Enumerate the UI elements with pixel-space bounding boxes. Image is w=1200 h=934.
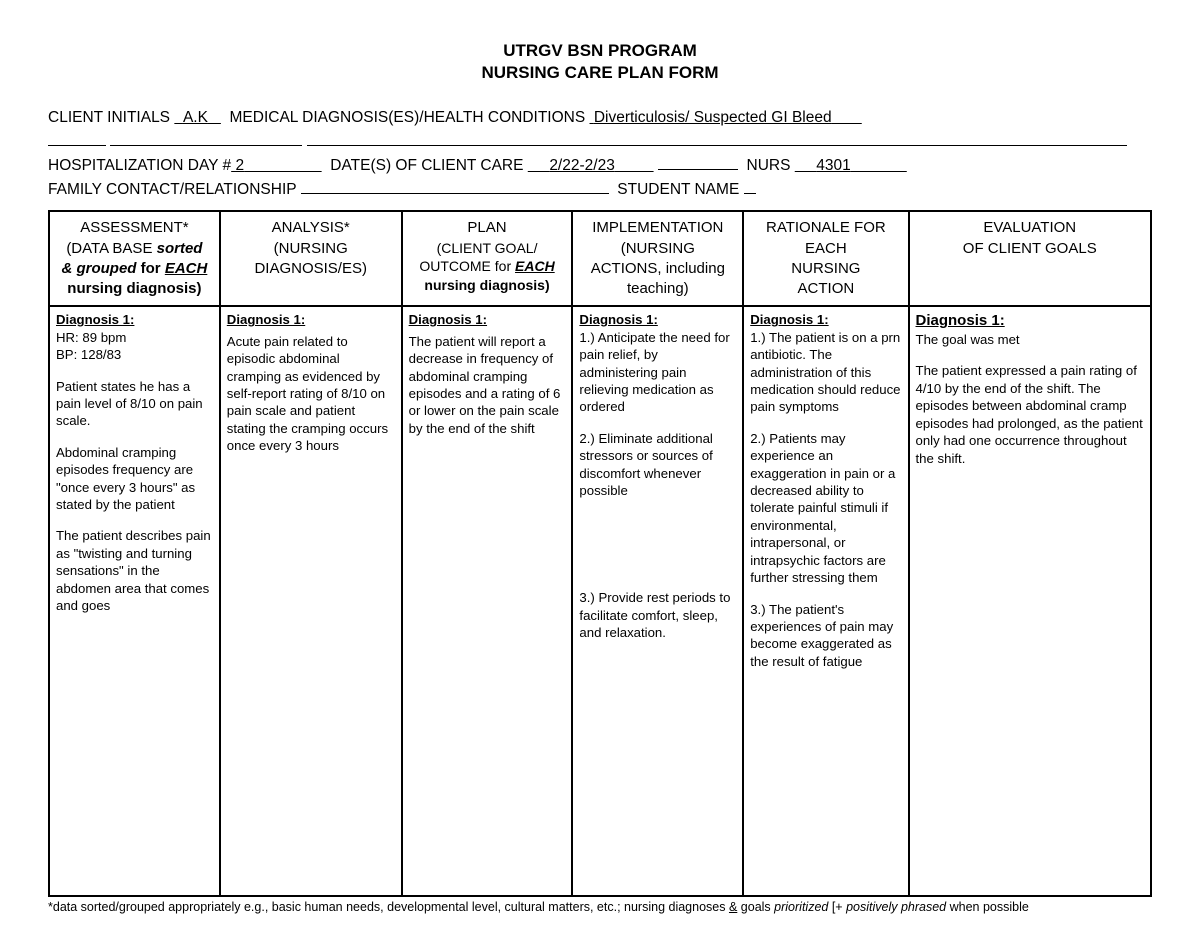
diagnosis-heading: Diagnosis 1:: [750, 311, 901, 328]
cell-assessment: Diagnosis 1: HR: 89 bpm BP: 128/83 Patie…: [49, 306, 220, 896]
info-line-1: CLIENT INITIALS A.K MEDICAL DIAGNOSIS(ES…: [48, 106, 1152, 130]
assessment-hr: HR: 89 bpm: [56, 329, 213, 346]
impl-1: 1.) Anticipate the need for pain relief,…: [579, 329, 736, 416]
col-evaluation: EVALUATION OF CLIENT GOALS: [909, 211, 1151, 306]
diagnosis-heading: Diagnosis 1:: [409, 311, 566, 328]
assessment-freq: Abdominal cramping episodes frequency ar…: [56, 444, 213, 514]
hdr-text: (NURSING: [621, 240, 695, 257]
rat-3: 3.) The patient's experiences of pain ma…: [750, 601, 901, 671]
hdr-text: ACTION: [798, 280, 855, 297]
footnote-text: positively phrased: [846, 900, 946, 914]
assessment-bp: BP: 128/83: [56, 346, 213, 363]
student-label: STUDENT NAME: [617, 181, 739, 198]
diagnosis-heading: Diagnosis 1:: [56, 311, 213, 328]
assessment-pain: Patient states he has a pain level of 8/…: [56, 378, 213, 430]
hdr-text: IMPLEMENTATION: [592, 219, 723, 236]
footnote-text: prioritized: [774, 900, 828, 914]
eval-1: The goal was met: [916, 331, 1144, 348]
hdr-text: ACTIONS, including: [591, 260, 725, 277]
info-blank-line: [48, 130, 1152, 154]
cell-implementation: Diagnosis 1: 1.) Anticipate the need for…: [572, 306, 743, 896]
hdr-text: EACH: [805, 240, 847, 257]
plan-text: The patient will report a decrease in fr…: [409, 333, 566, 438]
cell-analysis: Diagnosis 1: Acute pain related to episo…: [220, 306, 402, 896]
col-analysis: ANALYSIS* (NURSING DIAGNOSIS/ES): [220, 211, 402, 306]
hdr-text: OUTCOME for: [419, 258, 515, 274]
title-line-1: UTRGV BSN PROGRAM: [48, 40, 1152, 62]
hdr-text: (DATA BASE: [66, 240, 156, 257]
hosp-day-value: 2: [235, 157, 244, 174]
footnote-text: when possible: [946, 900, 1029, 914]
assessment-desc: The patient describes pain as "twisting …: [56, 527, 213, 614]
hdr-text: DIAGNOSIS/ES): [254, 260, 367, 277]
diagnosis-heading: Diagnosis 1:: [227, 311, 395, 328]
hdr-text: EVALUATION: [983, 219, 1076, 236]
footnote-text: goals: [737, 900, 774, 914]
impl-3: 3.) Provide rest periods to facilitate c…: [579, 589, 736, 641]
col-implementation: IMPLEMENTATION (NURSING ACTIONS, includi…: [572, 211, 743, 306]
dates-value: 2/22-2/23: [549, 157, 615, 174]
dates-label: DATE(S) OF CLIENT CARE: [330, 157, 523, 174]
hdr-text: ASSESSMENT*: [80, 219, 188, 236]
hdr-text: RATIONALE FOR: [766, 219, 886, 236]
cell-plan: Diagnosis 1: The patient will report a d…: [402, 306, 573, 896]
form-title: UTRGV BSN PROGRAM NURSING CARE PLAN FORM: [48, 40, 1152, 84]
col-rationale: RATIONALE FOR EACH NURSING ACTION: [743, 211, 908, 306]
hdr-text: nursing diagnosis): [67, 280, 201, 297]
medical-dx-label: MEDICAL DIAGNOSIS(ES)/HEALTH CONDITIONS: [230, 109, 586, 126]
hosp-day-label: HOSPITALIZATION DAY #: [48, 157, 231, 174]
footnote: *data sorted/grouped appropriately e.g.,…: [48, 900, 1152, 914]
col-assessment: ASSESSMENT* (DATA BASE sorted & grouped …: [49, 211, 220, 306]
hdr-text: ANALYSIS*: [272, 219, 350, 236]
diagnosis-heading: Diagnosis 1:: [916, 311, 1144, 331]
hdr-text: EACH: [165, 260, 208, 277]
hdr-text: nursing diagnosis): [424, 277, 549, 293]
col-plan: PLAN (CLIENT GOAL/ OUTCOME for EACH nurs…: [402, 211, 573, 306]
hdr-text: (NURSING: [274, 240, 348, 257]
cell-rationale: Diagnosis 1: 1.) The patient is on a prn…: [743, 306, 908, 896]
medical-dx-value: Diverticulosis/ Suspected GI Bleed: [594, 109, 832, 126]
eval-2: The patient expressed a pain rating of 4…: [916, 362, 1144, 467]
title-line-2: NURSING CARE PLAN FORM: [48, 62, 1152, 84]
hdr-text: teaching): [627, 280, 689, 297]
rat-2: 2.) Patients may experience an exaggerat…: [750, 430, 901, 587]
table-row: Diagnosis 1: HR: 89 bpm BP: 128/83 Patie…: [49, 306, 1151, 896]
footnote-text: *data sorted/grouped appropriately e.g.,…: [48, 900, 729, 914]
hdr-text: & grouped: [61, 260, 136, 277]
nurs-value: 4301: [816, 157, 850, 174]
client-initials-label: CLIENT INITIALS: [48, 109, 170, 126]
diagnosis-heading: Diagnosis 1:: [579, 311, 736, 328]
header-info: CLIENT INITIALS A.K MEDICAL DIAGNOSIS(ES…: [48, 106, 1152, 202]
hdr-text: for: [136, 260, 164, 277]
hdr-text: PLAN: [467, 219, 506, 236]
rat-1: 1.) The patient is on a prn antibiotic. …: [750, 329, 901, 416]
hdr-text: EACH: [515, 258, 555, 274]
footnote-text: [+: [828, 900, 846, 914]
header-row: ASSESSMENT* (DATA BASE sorted & grouped …: [49, 211, 1151, 306]
nurs-label: NURS: [747, 157, 791, 174]
family-label: FAMILY CONTACT/RELATIONSHIP: [48, 181, 296, 198]
hdr-text: (CLIENT GOAL/: [437, 240, 538, 256]
impl-2: 2.) Eliminate additional stressors or so…: [579, 430, 736, 500]
hdr-text: NURSING: [791, 260, 860, 277]
hdr-text: OF CLIENT GOALS: [963, 240, 1097, 257]
client-initials-value: A.K: [183, 109, 208, 126]
hdr-text: sorted: [157, 240, 203, 257]
info-line-3: FAMILY CONTACT/RELATIONSHIP STUDENT NAME: [48, 178, 1152, 202]
analysis-text: Acute pain related to episodic abdominal…: [227, 333, 395, 455]
cell-evaluation: Diagnosis 1: The goal was met The patien…: [909, 306, 1151, 896]
info-line-2: HOSPITALIZATION DAY # 2 DATE(S) OF CLIEN…: [48, 154, 1152, 178]
care-plan-table: ASSESSMENT* (DATA BASE sorted & grouped …: [48, 210, 1152, 897]
